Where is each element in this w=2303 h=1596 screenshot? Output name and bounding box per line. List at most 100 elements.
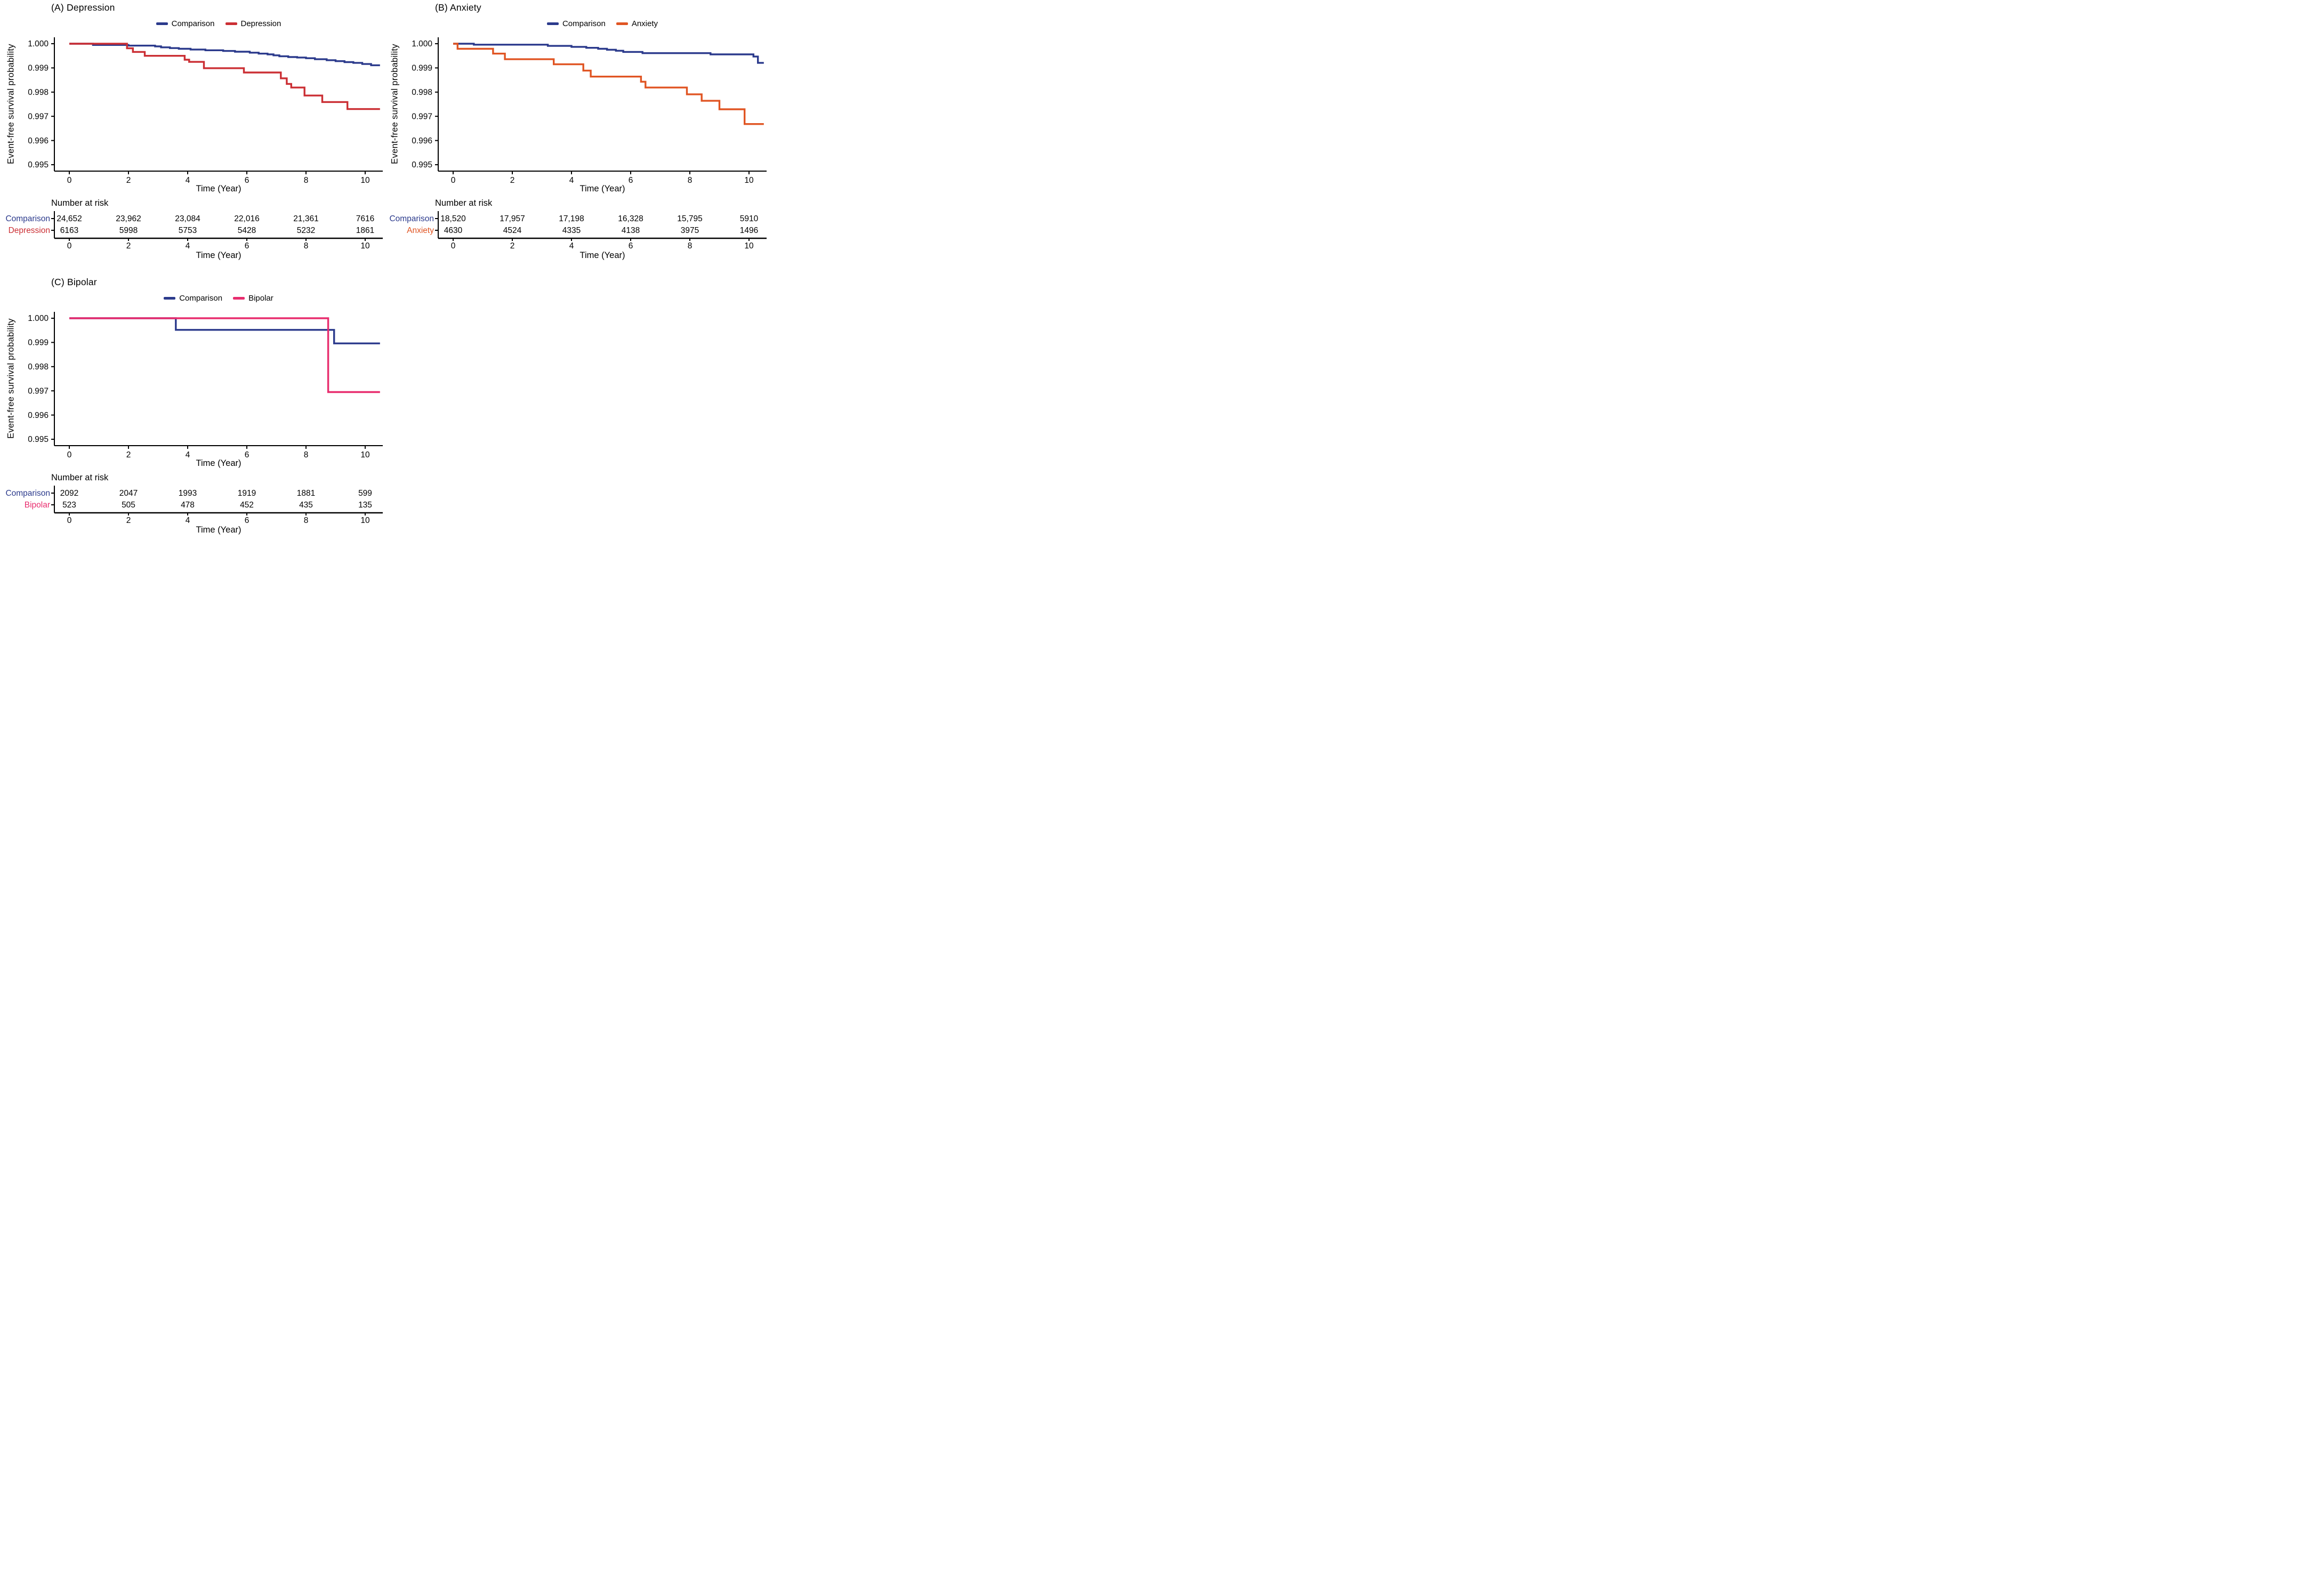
series-line-comparison: [453, 43, 764, 64]
risk-count: 1919: [238, 489, 256, 498]
legend: Comparison Bipolar: [54, 294, 383, 303]
series-line-depression: [69, 43, 380, 110]
y-tick-label: 0.999: [28, 64, 49, 73]
km-chart: 1.000 0.999 0.998 0.997 0.996 0.995 0 2 4 6 8 10 Tim…: [0, 266, 384, 535]
risk-count: 3975: [681, 226, 699, 235]
x-tick-label: 4: [569, 176, 574, 185]
series-line-comparison: [69, 317, 380, 344]
legend-swatch-comparison: [546, 22, 559, 25]
y-tick-label: 0.999: [412, 64, 432, 73]
risk-x-tick-label: 8: [304, 516, 309, 525]
risk-count: 7616: [356, 214, 374, 223]
risk-count: 23,962: [116, 214, 141, 223]
km-plot: 1.000 0.999 0.998 0.997 0.996 0.995 0 2 4 6 8 10 Tim…: [389, 37, 767, 260]
y-tick-label: 0.998: [28, 362, 49, 372]
risk-x-axis-title: Time (Year): [580, 251, 625, 260]
x-tick-label: 10: [360, 176, 370, 185]
panel-c-bipolar: (C) Bipolar Comparison Bipolar Event-fre…: [0, 266, 384, 535]
risk-count: 523: [62, 501, 76, 510]
risk-count: 1861: [356, 226, 374, 235]
legend-swatch-depression: [225, 22, 237, 25]
legend-item-bipolar: Bipolar: [233, 294, 273, 303]
risk-count: 435: [299, 501, 313, 510]
risk-x-tick-label: 2: [510, 241, 515, 251]
risk-row-label: Comparison: [5, 214, 50, 223]
risk-x-axis-title: Time (Year): [196, 525, 241, 535]
risk-count: 24,652: [57, 214, 82, 223]
x-tick-label: 8: [688, 176, 692, 185]
series-line-comparison: [69, 43, 380, 67]
risk-count: 599: [358, 489, 372, 498]
y-tick-label: 0.997: [28, 112, 49, 121]
risk-count: 2047: [119, 489, 138, 498]
legend-label: Depression: [240, 19, 281, 28]
y-tick-label: 0.996: [412, 136, 432, 146]
y-tick-label: 0.995: [28, 160, 49, 170]
x-tick-label: 2: [126, 176, 131, 185]
risk-count: 17,198: [559, 214, 584, 223]
risk-x-tick-label: 10: [360, 241, 370, 251]
series-line-bipolar: [69, 317, 380, 393]
y-tick-label: 0.998: [412, 88, 432, 97]
panel-title: (B) Anxiety: [435, 2, 481, 13]
risk-count: 22,016: [234, 214, 259, 223]
x-tick-label: 2: [126, 450, 131, 460]
y-tick-label: 0.996: [28, 411, 49, 420]
panel-a-depression: (A) Depression Comparison Depression Eve…: [0, 0, 384, 266]
x-tick-label: 4: [186, 450, 190, 460]
panel-title: (A) Depression: [51, 2, 115, 13]
risk-count: 135: [358, 501, 372, 510]
risk-count: 4524: [503, 226, 522, 235]
risk-count: 505: [122, 501, 135, 510]
risk-x-tick-label: 6: [245, 516, 249, 525]
x-tick-label: 10: [360, 450, 370, 460]
x-axis-title: Time (Year): [196, 184, 241, 194]
x-tick-label: 0: [67, 450, 72, 460]
legend-swatch-comparison: [156, 22, 168, 25]
x-tick-label: 0: [67, 176, 72, 185]
risk-count: 1993: [179, 489, 197, 498]
risk-row-label: Comparison: [389, 214, 434, 223]
legend-swatch-anxiety: [616, 22, 628, 25]
risk-count: 2092: [60, 489, 78, 498]
legend: Comparison Depression: [54, 19, 383, 28]
x-tick-label: 4: [186, 176, 190, 185]
risk-x-tick-label: 4: [186, 241, 190, 251]
risk-x-tick-label: 6: [245, 241, 249, 251]
risk-table-title: Number at risk: [51, 473, 109, 482]
km-chart: 1.000 0.999 0.998 0.997 0.996 0.995 0 2 4 6 8 10 Tim…: [0, 0, 384, 266]
km-figure: (A) Depression Comparison Depression Eve…: [0, 0, 768, 535]
legend-label: Comparison: [171, 19, 215, 28]
risk-count: 16,328: [618, 214, 643, 223]
km-plot: 1.000 0.999 0.998 0.997 0.996 0.995 0 2 4 6 8 10 Tim…: [5, 312, 383, 535]
legend-swatch-comparison: [164, 297, 176, 300]
risk-count: 478: [181, 501, 195, 510]
risk-x-tick-label: 4: [186, 516, 190, 525]
y-tick-label: 0.996: [28, 136, 49, 146]
y-tick-label: 0.997: [412, 112, 432, 121]
risk-count: 1881: [297, 489, 315, 498]
y-tick-label: 1.000: [28, 39, 49, 49]
risk-row-label: Comparison: [5, 489, 50, 498]
risk-x-tick-label: 0: [67, 516, 72, 525]
legend-label: Bipolar: [248, 294, 273, 303]
risk-row-label: Bipolar: [25, 501, 50, 510]
km-chart: 1.000 0.999 0.998 0.997 0.996 0.995 0 2 4 6 8 10 Tim…: [384, 0, 768, 266]
x-tick-label: 2: [510, 176, 515, 185]
y-tick-label: 0.997: [28, 386, 49, 396]
y-tick-label: 0.995: [412, 160, 432, 170]
risk-count: 18,520: [440, 214, 466, 223]
x-tick-label: 8: [304, 450, 309, 460]
risk-count: 5428: [238, 226, 256, 235]
risk-x-tick-label: 10: [360, 516, 370, 525]
risk-count: 4335: [562, 226, 581, 235]
risk-count: 5753: [179, 226, 197, 235]
panel-title: (C) Bipolar: [51, 277, 97, 287]
risk-count: 5910: [740, 214, 759, 223]
risk-count: 23,084: [175, 214, 200, 223]
risk-x-tick-label: 8: [304, 241, 309, 251]
legend-label: Comparison: [179, 294, 223, 303]
risk-table-title: Number at risk: [51, 198, 109, 208]
risk-count: 6163: [60, 226, 78, 235]
risk-count: 452: [240, 501, 254, 510]
